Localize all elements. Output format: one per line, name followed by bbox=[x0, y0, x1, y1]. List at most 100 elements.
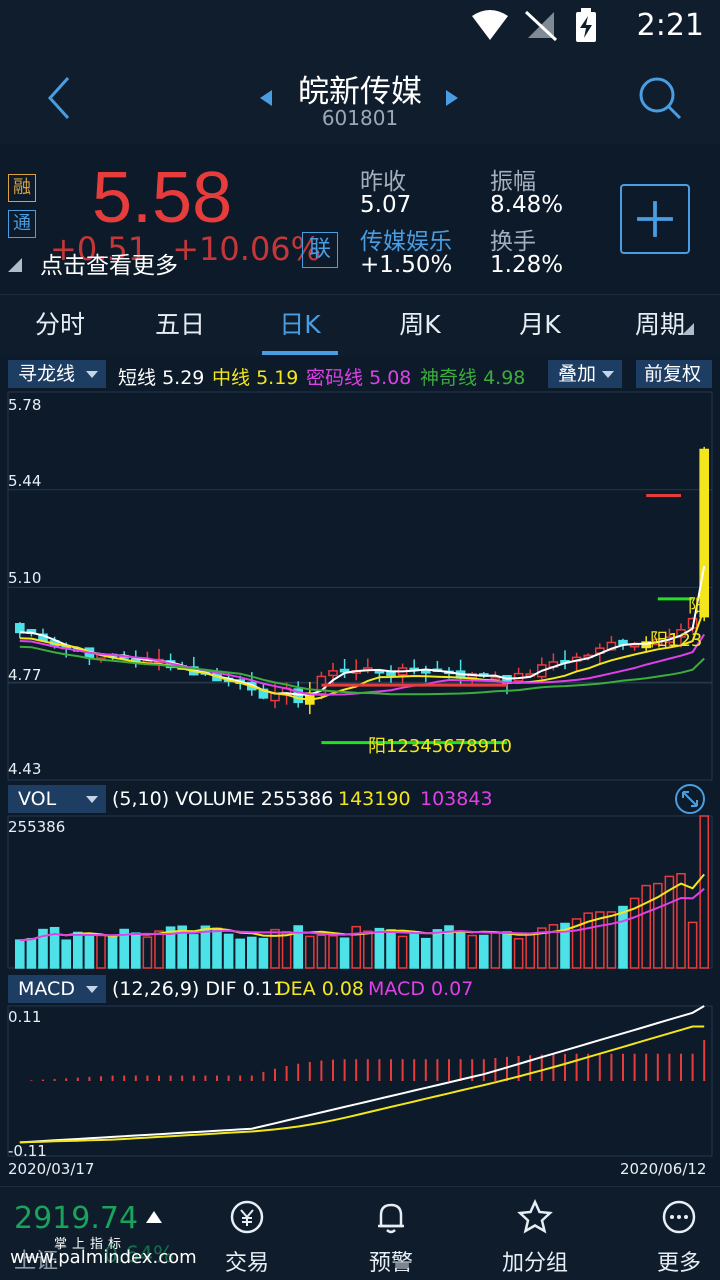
candle-body bbox=[490, 676, 501, 681]
volume-indicator-select[interactable]: VOL bbox=[8, 785, 106, 813]
nav-add-group[interactable]: 加分组 bbox=[480, 1197, 590, 1277]
turnover-label: 换手 bbox=[490, 229, 536, 255]
turnover-value: 1.28% bbox=[490, 252, 564, 278]
tab-five-day[interactable]: 五日 bbox=[154, 310, 205, 339]
volume-bar bbox=[119, 928, 130, 969]
volume-bar bbox=[652, 882, 663, 969]
volume-bar bbox=[432, 929, 443, 969]
dropdown-arrow-icon bbox=[86, 796, 98, 803]
overlay-button[interactable]: 叠加 bbox=[548, 360, 622, 388]
quote-panel[interactable]: 融 通 5.58 +0.51 +10.06% 点击查看更多 联 昨收 5.07 … bbox=[0, 144, 720, 294]
chart-canvas[interactable] bbox=[0, 356, 720, 1186]
prev-stock-icon[interactable] bbox=[258, 88, 274, 108]
code-line-label: 密码线 bbox=[306, 367, 364, 389]
volume-bar bbox=[444, 925, 454, 969]
volume-bar bbox=[61, 939, 72, 969]
candle-body bbox=[420, 670, 431, 674]
volume-bar bbox=[594, 911, 605, 969]
period-dropdown-icon bbox=[682, 323, 694, 335]
y-tick-label: 5.78 bbox=[8, 396, 42, 414]
volume-bar bbox=[142, 936, 153, 969]
dif-value: 0.11 bbox=[242, 978, 285, 1000]
plus-icon bbox=[637, 201, 673, 237]
volume-params: (5,10) bbox=[112, 788, 170, 810]
dea-line bbox=[19, 1025, 705, 1144]
macd-indicator-label: MACD bbox=[18, 978, 75, 1000]
status-bar: 2:21 bbox=[0, 0, 720, 52]
index-value: 2919.74 bbox=[14, 1201, 139, 1236]
back-icon[interactable] bbox=[38, 72, 86, 124]
volume-value: 255386 bbox=[260, 788, 334, 810]
sector-link[interactable]: 传媒娱乐 bbox=[360, 229, 452, 255]
volume-bar bbox=[664, 875, 675, 969]
view-more-tip[interactable]: 点击查看更多 bbox=[40, 253, 178, 279]
tab-weekly-k[interactable]: 周K bbox=[399, 310, 441, 339]
magic-line bbox=[19, 645, 705, 696]
volume-bar bbox=[223, 933, 234, 969]
tab-minute[interactable]: 分时 bbox=[34, 310, 85, 339]
candle-body bbox=[339, 668, 350, 673]
volume-bar bbox=[96, 934, 106, 969]
add-watchlist-button[interactable] bbox=[620, 184, 690, 254]
volume-bar bbox=[130, 932, 141, 969]
search-icon[interactable] bbox=[636, 74, 684, 122]
signal-annotation: 阳12345678910 bbox=[368, 736, 512, 757]
adjust-button[interactable]: 前复权 bbox=[636, 360, 712, 388]
volume-bar bbox=[583, 912, 594, 969]
nav-alert[interactable]: 预警 bbox=[336, 1197, 446, 1277]
nav-trade[interactable]: 交易 bbox=[192, 1197, 302, 1277]
sector-change: +1.50% bbox=[360, 252, 453, 278]
volume-bar bbox=[687, 921, 698, 969]
volume-bar bbox=[513, 938, 524, 969]
dif-line bbox=[19, 1005, 705, 1144]
dea-value: 0.08 bbox=[321, 978, 364, 1000]
short-line-label: 短线 bbox=[118, 367, 157, 389]
volume-bar bbox=[606, 911, 617, 969]
short-line-readout: 短线 5.29 bbox=[118, 363, 204, 390]
volume-bar bbox=[270, 928, 280, 969]
volume-bar bbox=[188, 934, 199, 969]
magic-line-value: 4.98 bbox=[483, 367, 526, 389]
active-tab-indicator bbox=[262, 351, 338, 355]
chart-area[interactable]: 寻龙线 短线 5.29 中线 5.19 密码线 5.08 神奇线 4.98 叠加… bbox=[0, 356, 720, 1186]
volume-bar bbox=[339, 937, 350, 969]
signal-annotation: 阳 bbox=[688, 596, 706, 617]
amplitude-label: 振幅 bbox=[490, 169, 536, 195]
header: 皖新传媒 601801 bbox=[0, 52, 720, 144]
nav-more[interactable]: 更多 bbox=[624, 1197, 720, 1277]
volume-ma10: 103843 bbox=[420, 788, 493, 810]
bottom-nav: 2919.74 上证 0.64% 掌上指标 www.palmindex.com … bbox=[0, 1186, 720, 1280]
y-tick-label: 4.43 bbox=[8, 760, 42, 778]
volume-bar bbox=[548, 924, 559, 969]
watermark-text: 掌上指标 bbox=[54, 1237, 127, 1252]
index-name: 上证 bbox=[14, 1249, 59, 1274]
volume-bar bbox=[177, 925, 188, 969]
related-button[interactable]: 联 bbox=[302, 232, 338, 268]
expand-icon[interactable] bbox=[674, 783, 706, 815]
candle-body bbox=[293, 688, 304, 704]
tab-daily-k[interactable]: 日K bbox=[279, 310, 321, 339]
wifi-icon bbox=[472, 10, 508, 40]
stock-name: 皖新传媒 bbox=[298, 74, 422, 110]
mid-line-label: 中线 bbox=[212, 367, 251, 389]
next-stock-icon[interactable] bbox=[444, 88, 460, 108]
nav-trade-label: 交易 bbox=[224, 1251, 269, 1276]
status-icons bbox=[472, 8, 596, 42]
macd-panel-frame bbox=[7, 1005, 713, 1157]
tab-monthly-k[interactable]: 月K bbox=[519, 310, 561, 339]
volume-bar bbox=[72, 931, 83, 969]
dea-label: DEA bbox=[276, 978, 316, 1000]
volume-bar bbox=[14, 939, 25, 969]
volume-bar bbox=[560, 922, 570, 969]
dropdown-arrow-icon bbox=[86, 371, 98, 378]
volume-bar bbox=[629, 897, 640, 969]
volume-bar bbox=[246, 936, 257, 969]
mid-line-readout: 中线 5.19 bbox=[212, 363, 298, 390]
tab-period[interactable]: 周期 bbox=[634, 310, 685, 339]
market-index[interactable]: 2919.74 上证 0.64% 掌上指标 www.palmindex.com bbox=[0, 1187, 197, 1280]
volume-bar bbox=[165, 926, 176, 969]
macd-indicator-select[interactable]: MACD bbox=[8, 975, 106, 1003]
up-arrow-icon bbox=[146, 1211, 162, 1223]
candle-body bbox=[14, 623, 25, 634]
main-indicator-select[interactable]: 寻龙线 bbox=[8, 360, 106, 388]
